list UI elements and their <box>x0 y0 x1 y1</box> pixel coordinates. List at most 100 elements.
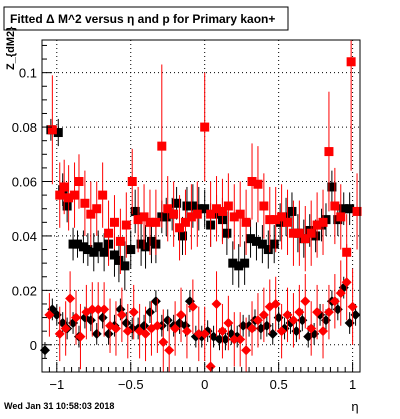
data-point-diamond <box>288 315 299 326</box>
data-point-square <box>182 201 192 211</box>
x-tick-label: 0.5 <box>270 377 288 392</box>
data-point-diamond <box>258 309 269 320</box>
data-point-diamond <box>306 323 317 334</box>
data-point-diamond <box>91 328 102 339</box>
data-point-square <box>241 217 251 227</box>
data-point-square <box>253 179 263 189</box>
data-point-diamond <box>158 337 169 348</box>
data-point-square <box>145 217 155 227</box>
data-point-square <box>83 245 93 255</box>
data-point-diamond <box>247 323 258 334</box>
data-point-diamond <box>176 309 187 320</box>
data-point-square <box>206 209 216 219</box>
data-point-square <box>330 201 340 211</box>
data-point-diamond <box>122 326 133 337</box>
data-point-square <box>269 239 279 249</box>
data-point-diamond <box>341 277 352 288</box>
data-point-square <box>217 206 227 216</box>
chart-title: Fitted Δ M^2 versus η and p for Primary … <box>10 12 275 26</box>
data-point-square <box>228 258 238 268</box>
data-point-diamond <box>294 307 305 318</box>
data-point-square <box>104 228 114 238</box>
data-point-square <box>74 177 84 187</box>
data-point-square <box>194 204 204 214</box>
data-point-square <box>229 212 239 222</box>
data-point-square <box>70 190 80 200</box>
series-3 <box>44 244 358 372</box>
data-point-square <box>109 250 119 260</box>
data-point-diamond <box>85 315 96 326</box>
data-point-diamond <box>235 334 246 345</box>
data-point-diamond <box>97 312 108 323</box>
data-point-diamond <box>181 326 192 337</box>
data-point-square <box>200 204 210 214</box>
data-point-square <box>288 228 298 238</box>
data-point-diamond <box>282 309 293 320</box>
data-point-diamond <box>87 304 98 315</box>
data-point-square <box>109 217 119 227</box>
data-point-square <box>172 198 182 208</box>
data-point-square <box>98 190 108 200</box>
data-point-square <box>352 206 362 216</box>
y-tick-label: 0 <box>30 338 37 353</box>
data-point-diamond <box>164 345 175 356</box>
data-point-square <box>120 261 130 271</box>
data-point-diamond <box>127 323 138 334</box>
data-point-diamond <box>193 328 204 339</box>
title-box <box>3 6 289 31</box>
data-point-diamond <box>121 318 132 329</box>
data-point-diamond <box>335 288 346 299</box>
x-axis-label: η <box>351 399 358 414</box>
data-point-diamond <box>116 309 127 320</box>
data-point-square <box>300 234 310 244</box>
data-point-diamond <box>140 328 151 339</box>
x-tick-label: −1 <box>49 377 64 392</box>
data-point-square <box>294 228 304 238</box>
y-tick-label: 0.06 <box>12 175 37 190</box>
data-point-square <box>277 212 287 222</box>
data-point-square <box>99 247 109 257</box>
data-point-square <box>188 201 198 211</box>
data-point-square <box>114 255 124 265</box>
data-point-square <box>345 204 355 214</box>
y-tick-label: 0.08 <box>12 120 37 135</box>
x-tick-label: −0.5 <box>118 377 144 392</box>
data-point-diamond <box>144 307 155 318</box>
data-point-diamond <box>223 318 234 329</box>
data-point-diamond <box>318 326 329 337</box>
data-point-square <box>287 206 297 216</box>
data-point-square <box>251 236 261 246</box>
data-point-square <box>346 57 356 67</box>
data-point-square <box>62 201 72 211</box>
data-point-diamond <box>60 323 71 334</box>
data-point-square <box>246 234 256 244</box>
data-point-square <box>192 209 202 219</box>
data-point-diamond <box>300 296 311 307</box>
data-point-square <box>141 242 151 252</box>
data-point-square <box>161 212 171 222</box>
data-point-diamond <box>347 301 358 312</box>
data-point-diamond <box>71 312 82 323</box>
data-point-square <box>327 182 337 192</box>
data-point-square <box>324 147 334 157</box>
data-point-diamond <box>128 307 139 318</box>
data-point-square <box>93 242 103 252</box>
data-point-diamond <box>75 331 86 342</box>
data-point-square <box>235 209 245 219</box>
x-tick-label: 0 <box>201 377 208 392</box>
data-point-square <box>127 177 137 187</box>
data-point-diamond <box>162 315 173 326</box>
data-point-square <box>240 258 250 268</box>
data-point-square <box>234 261 244 271</box>
data-point-square <box>53 128 63 138</box>
y-axis-label: Z_{dM2} <box>5 26 17 70</box>
data-point-square <box>223 201 233 211</box>
data-point-diamond <box>252 315 263 326</box>
data-point-diamond <box>312 307 323 318</box>
data-point-square <box>89 247 99 257</box>
data-point-diamond <box>205 361 216 372</box>
footer-timestamp: Wed Jan 31 10:58:03 2018 <box>4 401 114 411</box>
data-point-square <box>247 177 257 187</box>
